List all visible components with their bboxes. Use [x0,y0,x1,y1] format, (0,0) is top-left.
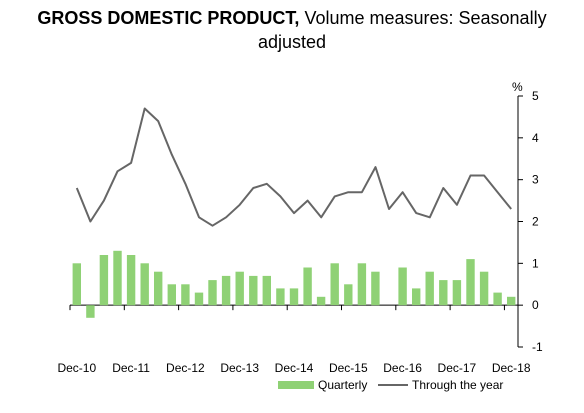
y-tick-label: 1 [532,256,539,270]
x-tick-label: Dec-12 [166,361,205,375]
quarterly-bar [344,284,353,306]
quarterly-bar [289,288,299,306]
quarterly-bar [86,305,95,318]
chart-title-bold: GROSS DOMESTIC PRODUCT, [37,8,300,28]
quarterly-bar [72,263,81,306]
x-tick-label: Dec-10 [57,361,96,375]
quarterly-bar [493,292,502,306]
x-tick-label: Dec-18 [492,361,531,375]
legend-quarterly-label: Quarterly [318,378,367,392]
quarterly-bar [235,271,244,306]
x-tick-label: Dec-14 [275,361,314,375]
quarterly-bar [99,255,109,306]
quarterly-bar [194,292,204,306]
y-axis-unit-label: % [512,80,523,94]
y-tick-label: -1 [532,340,543,354]
quarterly-bar [479,271,489,306]
quarterly-bar [221,275,231,306]
quarterly-bar [167,284,176,306]
y-tick-label: 3 [532,173,539,187]
quarterly-bar [507,296,516,306]
chart-title-line2: adjusted [257,32,327,52]
quarterly-bar [425,271,434,306]
quarterly-bar [412,288,421,306]
y-tick-label: 5 [532,89,539,103]
quarterly-bar [140,263,149,306]
chart-title-rest: Volume measures: Seasonally [299,8,547,28]
x-tick-label: Dec-11 [112,361,150,375]
x-tick-labels: Dec-10 Dec-11 Dec-12 Dec-13 Dec-14 Dec-15 Dec-… [57,361,530,375]
y-tick-label: 4 [532,131,539,145]
y-tick-label: 2 [532,215,539,229]
quarterly-bar [154,271,163,306]
through-the-year-line [75,107,512,227]
quarterly-bar [357,263,367,306]
chart-legend: Quarterly Through the year [278,378,503,392]
x-tick-label: Dec-13 [220,361,259,375]
quarterly-bar [316,296,326,306]
x-tick-label: Dec-16 [383,361,422,375]
y-tick-label: 0 [532,298,539,312]
chart-title: GROSS DOMESTIC PRODUCT, Volume measures:… [0,6,584,54]
quarterly-bar [371,271,380,306]
x-tick-label: Dec-17 [438,361,477,375]
legend-through-the-year-label: Through the year [412,378,503,392]
quarterly-bar [303,267,312,306]
quarterly-bar [126,255,136,306]
quarterly-bar [276,288,285,306]
quarterly-bar [181,284,190,306]
quarterly-bar [452,280,462,306]
y-tick-labels: -1 0 1 2 3 4 5 [532,89,543,354]
quarterly-bar [208,280,217,306]
quarterly-bar [398,267,407,306]
quarterly-bar [330,263,339,306]
quarterly-bar [262,275,271,306]
quarterly-bars [72,250,516,318]
quarterly-bar [466,259,475,306]
quarterly-bar [439,280,448,306]
through-the-year-line-group [75,107,512,227]
x-tick-label: Dec-15 [329,361,368,375]
quarterly-bar [249,275,258,306]
legend-quarterly-swatch [278,381,314,389]
quarterly-bar [113,250,122,306]
